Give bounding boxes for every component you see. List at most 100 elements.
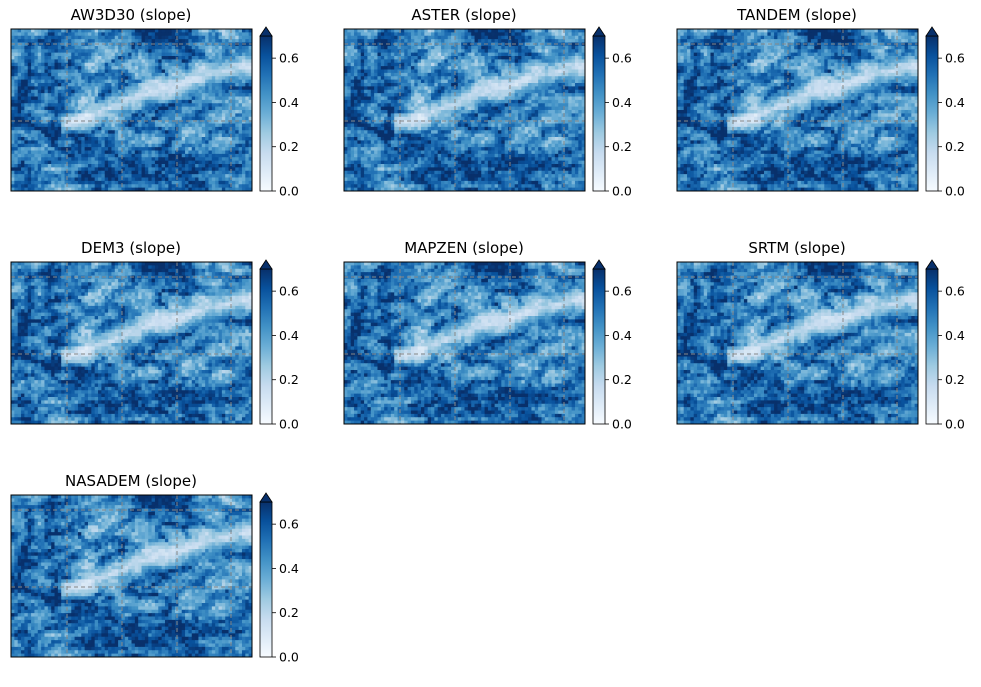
slope-cell [434,49,438,53]
slope-cell [357,90,361,94]
slope-cell [361,97,365,101]
slope-cell [172,124,176,128]
slope-cell [14,73,18,77]
slope-cell [125,137,129,141]
slope-cell [232,110,236,114]
slope-cell [357,36,361,40]
slope-cell [205,76,209,80]
slope-cell [347,93,351,97]
slope-cell [14,174,18,178]
slope-cell [485,29,489,33]
slope-cell [135,93,139,97]
slope-cell [148,134,152,138]
slope-cell [351,36,355,40]
slope-cell [448,76,452,80]
slope-cell [34,127,38,131]
slope-cell [541,76,545,80]
slope-cell [48,174,52,178]
slope-cell [155,39,159,43]
slope-cell [215,113,219,117]
slope-cell [501,93,505,97]
slope-cell [178,164,182,168]
slope-cell [85,157,89,161]
slope-cell [11,174,15,178]
slope-cell [38,144,42,148]
slope-cell [68,59,72,63]
slope-cell [81,154,85,158]
slope-cell [145,32,149,36]
slope-cell [535,73,539,77]
slope-cell [101,46,105,50]
slope-cell [235,174,239,178]
slope-cell [68,103,72,107]
slope-cell [215,140,219,144]
slope-cell [408,56,412,60]
slope-cell [95,171,99,175]
slope-cell [481,59,485,63]
slope-cell [192,107,196,111]
slope-cell [239,184,243,188]
slope-cell [18,167,22,171]
slope-cell [498,39,502,43]
slope-cell [245,147,249,151]
slope-cell [178,53,182,57]
slope-cell [78,171,82,175]
slope-cell [545,29,549,33]
slope-cell [55,137,59,141]
slope-cell [552,39,556,43]
slope-cell [88,154,92,158]
slope-cell [421,63,425,67]
slope-cell [404,86,408,90]
slope-cell [24,147,28,151]
slope-cell [158,46,162,50]
slope-cell [51,100,55,104]
slope-cell [202,167,206,171]
colorbar [260,36,272,191]
slope-cell [381,80,385,84]
slope-cell [188,124,192,128]
slope-cell [81,174,85,178]
slope-cell [344,36,348,40]
slope-cell [225,53,229,57]
slope-cell [357,39,361,43]
slope-cell [28,147,32,151]
slope-cell [441,76,445,80]
slope-cell [118,178,122,182]
slope-cell [28,93,32,97]
slope-cell [135,70,139,74]
slope-cell [351,73,355,77]
slope-cell [235,100,239,104]
slope-cell [172,103,176,107]
slope-cell [535,90,539,94]
slope-cell [421,36,425,40]
slope-cell [461,70,465,74]
slope-cell [95,127,99,131]
slope-cell [364,66,368,70]
slope-cell [172,46,176,50]
slope-cell [219,46,223,50]
slope-cell [535,86,539,90]
slope-cell [229,107,233,111]
slope-cell [158,134,162,138]
slope-cell [195,73,199,77]
slope-cell [572,63,576,67]
slope-cell [91,63,95,67]
slope-cell [458,53,462,57]
slope-cell [55,32,59,36]
slope-cell [388,49,392,53]
slope-cell [132,86,136,90]
slope-cell [142,137,146,141]
slope-cell [451,93,455,97]
slope-cell [48,157,52,161]
slope-cell [485,73,489,77]
slope-cell [431,63,435,67]
slope-cell [448,29,452,33]
slope-cell [202,144,206,148]
slope-cell [142,157,146,161]
slope-cell [51,144,55,148]
slope-cell [55,49,59,53]
slope-cell [548,73,552,77]
slope-cell [65,36,69,40]
slope-cell [172,29,176,33]
slope-cell [535,56,539,60]
